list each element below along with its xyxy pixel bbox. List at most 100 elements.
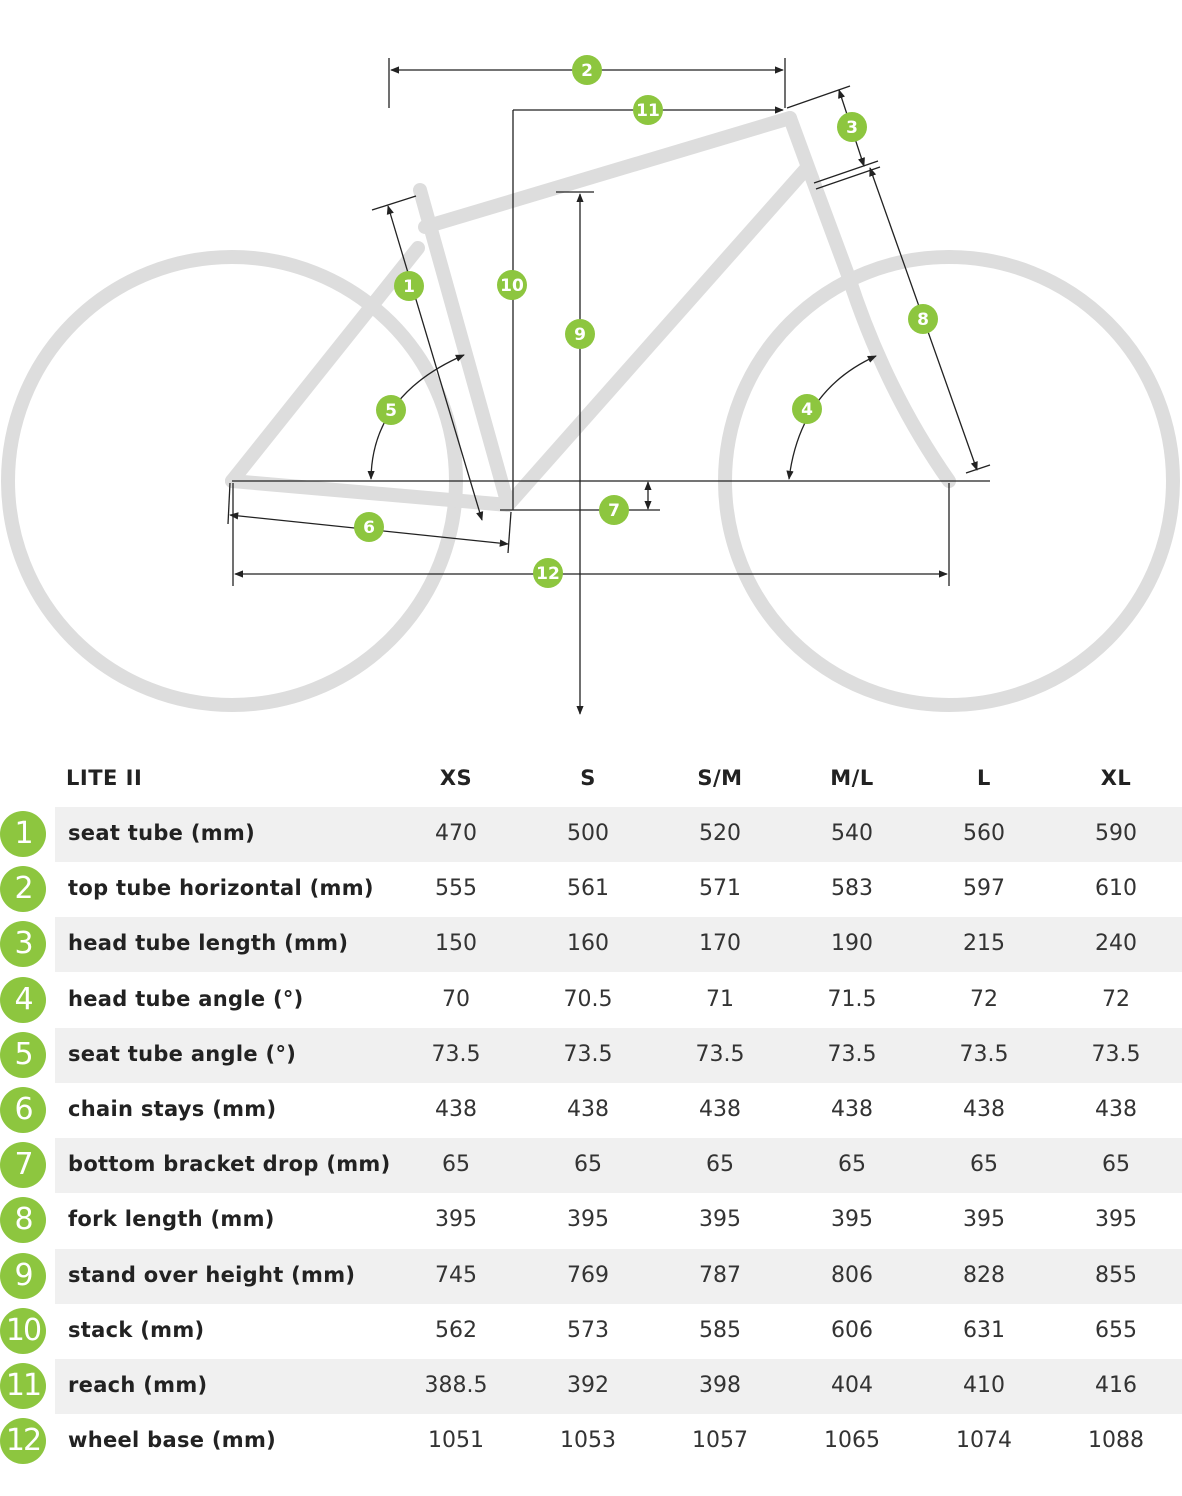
table-cell: 438 <box>1095 1097 1137 1122</box>
table-cell: 240 <box>1095 931 1137 957</box>
badge-1: 1 <box>394 271 424 301</box>
table-cell: 65 <box>838 1152 866 1178</box>
table-cell: 70 <box>442 986 470 1012</box>
table-cell: 215 <box>963 931 1005 957</box>
table-cell: 561 <box>567 876 609 902</box>
table-cell: 65 <box>1102 1152 1130 1178</box>
table-cell: 392 <box>567 1373 609 1398</box>
table-cell: 470 <box>435 821 477 846</box>
table-cell: 72 <box>1102 986 1130 1012</box>
table-cell: 555 <box>435 876 477 902</box>
table-cell: 71 <box>706 986 734 1012</box>
table-cell: 65 <box>706 1152 734 1178</box>
table-row: 6 chain stays (mm) 438 438 438 438 438 438 <box>0 1083 1182 1138</box>
table-cell: 438 <box>435 1097 477 1122</box>
table-cell: 583 <box>831 876 873 902</box>
table-cell: 395 <box>567 1207 609 1233</box>
row-number-badge: 10 <box>0 1307 46 1354</box>
row-label: seat tube angle (°) <box>68 1041 297 1066</box>
svg-text:7: 7 <box>608 501 620 521</box>
row-background <box>55 1027 1182 1083</box>
table-cell: 395 <box>963 1207 1005 1233</box>
table-row: 1 seat tube (mm) 470 500 520 540 560 590 <box>0 807 1182 862</box>
table-row: 5 seat tube angle (°) 73.5 73.5 73.5 73.5 73.5… <box>0 1027 1182 1083</box>
bike-frame <box>225 111 956 512</box>
badge-4: 4 <box>792 394 822 424</box>
size-header: XS <box>439 766 473 790</box>
table-cell: 70.5 <box>563 986 613 1012</box>
table-row: 11 reach (mm) 388.5 392 398 404 410 416 <box>0 1359 1182 1414</box>
table-cell: 1065 <box>824 1428 880 1454</box>
table-cell: 1088 <box>1088 1428 1144 1454</box>
table-row: 12 wheel base (mm) 1051 1053 1057 1065 1074 108… <box>0 1414 1182 1469</box>
svg-text:10: 10 <box>500 276 524 296</box>
table-cell: 410 <box>963 1373 1005 1398</box>
table-cell: 745 <box>435 1262 477 1288</box>
table-cell: 540 <box>831 821 873 846</box>
table-cell: 610 <box>1095 876 1137 902</box>
table-cell: 571 <box>699 876 741 902</box>
row-background <box>55 1138 1182 1194</box>
row-number-badge: 5 <box>0 1031 46 1078</box>
size-header: L <box>977 766 991 790</box>
table-cell: 190 <box>831 931 873 957</box>
badge-8: 8 <box>908 304 938 334</box>
row-number-badge: 1 <box>0 811 46 857</box>
row-number-badge: 9 <box>0 1252 46 1299</box>
svg-text:8: 8 <box>917 310 929 330</box>
table-row: 2 top tube horizontal (mm) 555 561 571 583 597… <box>0 862 1182 917</box>
row-number-badge: 8 <box>0 1197 46 1244</box>
dimension-lines <box>227 58 991 715</box>
row-label: wheel base (mm) <box>68 1428 277 1453</box>
size-header: XL <box>1100 766 1132 790</box>
badge-12: 12 <box>533 558 563 588</box>
table-cell: 1053 <box>560 1428 616 1454</box>
table-row: 7 bottom bracket drop (mm) 65 65 65 65 65 65 <box>0 1138 1182 1194</box>
size-header: M/L <box>830 766 874 790</box>
table-cell: 438 <box>831 1097 873 1122</box>
row-label: seat tube (mm) <box>68 821 255 845</box>
table-cell: 562 <box>435 1317 477 1343</box>
row-number-badge: 12 <box>0 1418 46 1465</box>
row-label: reach (mm) <box>68 1373 208 1397</box>
row-label: top tube horizontal (mm) <box>68 876 374 901</box>
row-number-badge: 7 <box>0 1142 46 1189</box>
table-cell: 73.5 <box>827 1041 877 1067</box>
table-row: 9 stand over height (mm) 745 769 787 806 828 85… <box>0 1248 1182 1304</box>
table-cell: 170 <box>699 931 741 957</box>
table-cell: 806 <box>831 1262 873 1288</box>
table-cell: 828 <box>963 1262 1005 1288</box>
table-cell: 1057 <box>692 1428 748 1454</box>
badge-3: 3 <box>837 112 867 142</box>
table-cell: 573 <box>567 1317 609 1343</box>
badge-10: 10 <box>497 270 527 300</box>
row-label: stand over height (mm) <box>68 1262 356 1287</box>
table-row: 3 head tube length (mm) 150 160 170 190 215 240 <box>0 917 1182 973</box>
badge-2: 2 <box>572 55 602 85</box>
table-cell: 597 <box>963 876 1005 902</box>
table-cell: 1051 <box>428 1428 484 1454</box>
table-cell: 395 <box>699 1207 741 1233</box>
row-number-badge: 4 <box>0 976 46 1023</box>
table-cell: 416 <box>1095 1373 1137 1398</box>
row-label: bottom bracket drop (mm) <box>68 1152 391 1177</box>
table-cell: 160 <box>567 931 609 957</box>
table-cell: 655 <box>1095 1317 1137 1343</box>
row-background <box>55 1359 1182 1414</box>
table-cell: 560 <box>963 821 1005 846</box>
size-header: S/M <box>697 766 743 790</box>
table-cell: 787 <box>699 1262 741 1288</box>
row-background <box>55 917 1182 973</box>
table-cell: 395 <box>831 1207 873 1233</box>
table-row: 8 fork length (mm) 395 395 395 395 395 395 <box>0 1193 1182 1248</box>
table-cell: 855 <box>1095 1262 1137 1288</box>
svg-text:9: 9 <box>574 325 586 345</box>
row-label: head tube angle (°) <box>68 986 304 1011</box>
svg-text:11: 11 <box>636 101 660 121</box>
table-cell: 65 <box>970 1152 998 1178</box>
table-cell: 520 <box>699 821 741 846</box>
table-cell: 590 <box>1095 821 1137 846</box>
table-cell: 71.5 <box>827 986 877 1012</box>
table-cell: 438 <box>567 1097 609 1122</box>
model-name: LITE II <box>66 766 143 790</box>
